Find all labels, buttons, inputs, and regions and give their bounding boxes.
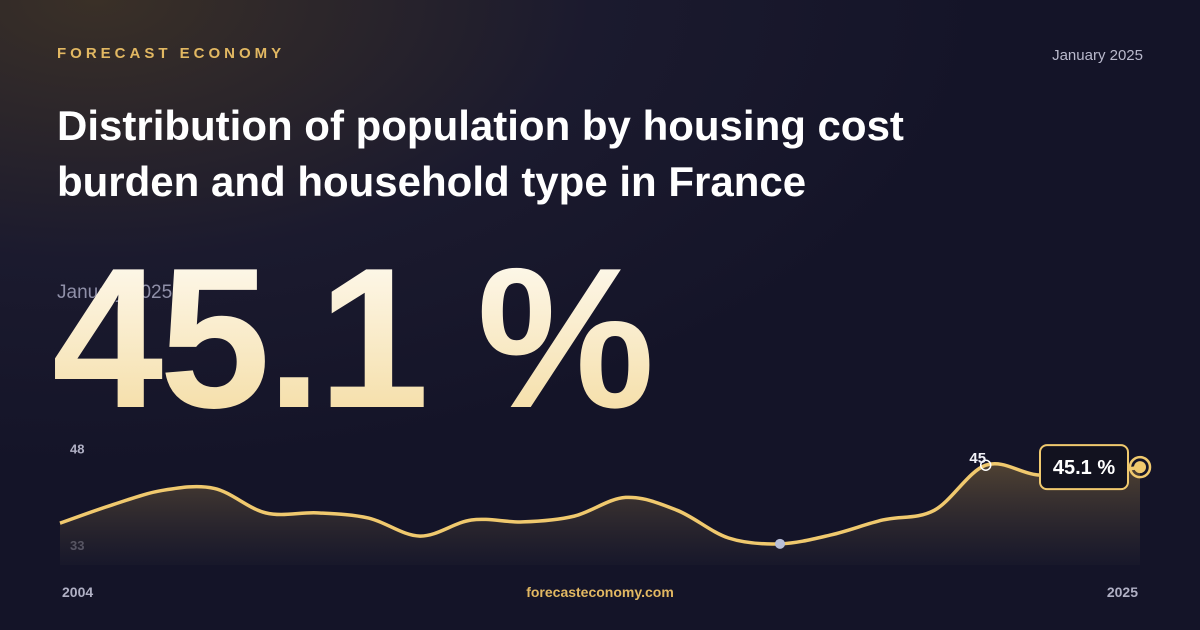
- x-tick-label: 2004: [62, 584, 93, 600]
- headline-date: January 2025: [57, 282, 172, 303]
- source: forecasteconomy.com: [526, 584, 674, 600]
- value-badge: [1039, 444, 1129, 491]
- peak-point: [979, 459, 992, 471]
- y-tick-label: 48: [70, 441, 84, 456]
- area: [60, 463, 1140, 565]
- headline: 45.1 %: [52, 227, 651, 450]
- x-tick-label: 2025: [1107, 584, 1138, 600]
- date: January 2025: [1052, 47, 1143, 64]
- value-label: 45: [969, 450, 986, 467]
- value-label: 45.1 %: [1053, 457, 1115, 479]
- min-marker: [775, 538, 785, 549]
- sparkline: 3348200420254545.1 %: [59, 441, 1152, 600]
- last-ring: [1128, 455, 1152, 479]
- chart-title: Distribution of population by housing co…: [57, 102, 904, 205]
- chart-title-line: burden and household type in France: [57, 158, 806, 205]
- chart-title-line: Distribution of population by housing co…: [57, 102, 904, 149]
- last-point: [1134, 461, 1146, 474]
- line: [59, 462, 1141, 546]
- brand: FORECAST ECONOMY: [57, 45, 285, 62]
